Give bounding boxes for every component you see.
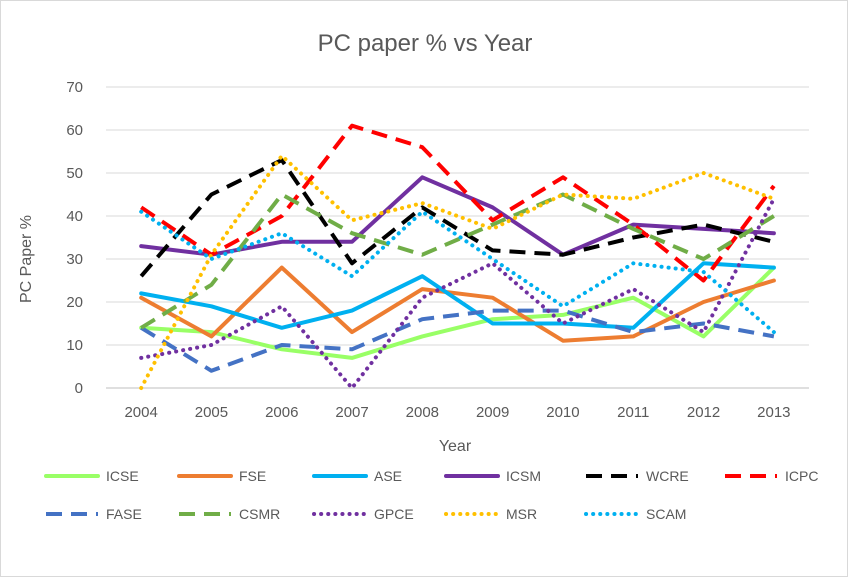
x-tick-label: 2009 xyxy=(476,404,509,421)
legend-label: ICPC xyxy=(785,468,818,484)
legend-item-icsm: ICSM xyxy=(444,468,541,484)
x-tick-label: 2013 xyxy=(757,404,790,421)
legend-label: FASE xyxy=(106,506,142,522)
legend-label: GPCE xyxy=(374,506,414,522)
x-axis-title: Year xyxy=(439,438,472,455)
y-tick-label: 20 xyxy=(66,294,83,311)
legend-label: WCRE xyxy=(646,468,689,484)
series-line-gpce xyxy=(139,196,776,390)
series-line-icsm xyxy=(139,175,776,257)
legend-label: CSMR xyxy=(239,506,280,522)
legend-item-icse: ICSE xyxy=(44,468,139,484)
legend-label: ICSE xyxy=(106,468,139,484)
legend-label: ASE xyxy=(374,468,402,484)
x-tick-label: 2005 xyxy=(195,404,228,421)
x-tick-label: 2004 xyxy=(124,404,157,421)
legend-label: FSE xyxy=(239,468,266,484)
y-tick-label: 40 xyxy=(66,208,83,225)
y-tick-label: 50 xyxy=(66,165,83,182)
x-tick-label: 2006 xyxy=(265,404,298,421)
chart-title: PC paper % vs Year xyxy=(318,30,533,57)
legend-label: SCAM xyxy=(646,506,686,522)
legend-item-fase: FASE xyxy=(46,506,142,522)
y-tick-label: 30 xyxy=(66,251,83,268)
x-tick-label: 2007 xyxy=(335,404,368,421)
legend-item-icpc: ICPC xyxy=(725,468,818,484)
legend-item-fse: FSE xyxy=(177,468,266,484)
x-tick-label: 2012 xyxy=(687,404,720,421)
legend-label: ICSM xyxy=(506,468,541,484)
y-tick-label: 10 xyxy=(66,337,83,354)
legend-item-msr: MSR xyxy=(444,506,537,522)
series-line-csmr xyxy=(140,192,775,330)
series-line-msr xyxy=(139,153,776,390)
legend-item-csmr: CSMR xyxy=(179,506,280,522)
series-line-ase xyxy=(139,261,776,330)
legend-item-ase: ASE xyxy=(312,468,402,484)
series-line-icpc xyxy=(140,123,776,283)
series-line-fase xyxy=(140,308,775,373)
x-tick-label: 2010 xyxy=(546,404,579,421)
y-tick-label: 60 xyxy=(66,122,83,139)
legend-item-wcre: WCRE xyxy=(586,468,689,484)
y-axis-title: PC Paper % xyxy=(18,215,35,303)
series-lines xyxy=(139,123,776,390)
series-line-scam xyxy=(139,209,776,335)
y-tick-label: 0 xyxy=(75,380,83,397)
y-tick-label: 70 xyxy=(66,79,83,96)
legend-label: MSR xyxy=(506,506,537,522)
x-tick-label: 2008 xyxy=(406,404,439,421)
series-line-fse xyxy=(139,265,776,343)
legend: ICSE FSE ASE ICSM WCRE ICPC FASE CSMR GPCE MSR SCA… xyxy=(44,468,818,522)
x-tick-label: 2011 xyxy=(617,404,649,421)
series-line-wcre xyxy=(139,158,775,278)
legend-item-gpce: GPCE xyxy=(312,506,414,522)
y-axis-ticks: 0 10 20 30 40 50 60 70 xyxy=(66,79,83,397)
x-axis-ticks: 2004 2005 2006 2007 2008 2009 2010 2011 2012 2013 xyxy=(124,404,790,421)
legend-item-scam: SCAM xyxy=(584,506,686,522)
